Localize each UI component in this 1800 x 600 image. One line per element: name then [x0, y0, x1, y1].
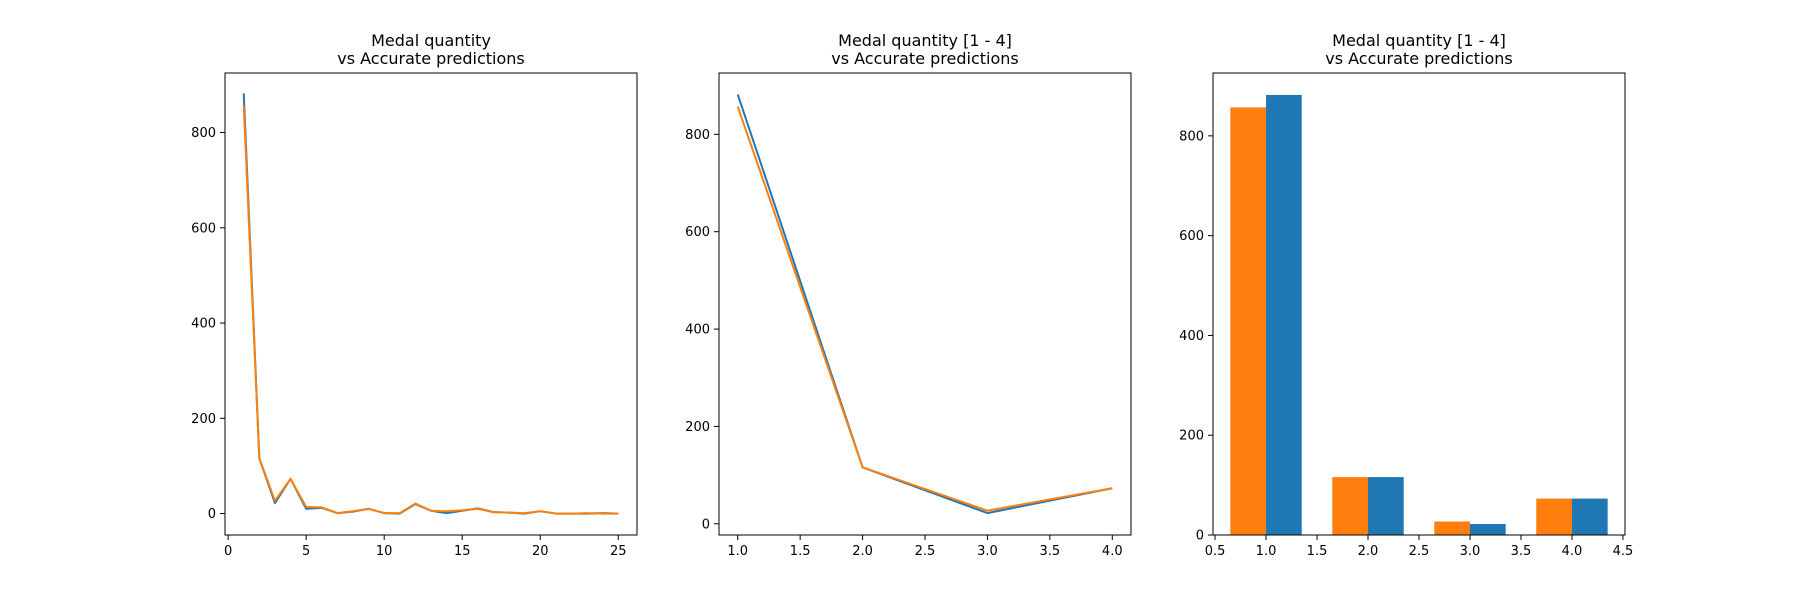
x-tick-label: 3.0	[977, 544, 998, 559]
chart-panel-1: Medal quantity vs Accurate predictions 0 5 1…	[191, 31, 638, 559]
x-tick-label: 3.0	[1460, 544, 1481, 559]
x-tick-label: 0	[224, 544, 232, 559]
chart-title-line: Medal quantity	[371, 31, 491, 50]
chart-title: Medal quantity vs Accurate predictions	[337, 31, 524, 68]
x-tick-label: 0.5	[1205, 544, 1226, 559]
bar-series1-cat1	[1230, 107, 1267, 535]
axes-frame	[224, 72, 638, 536]
chart-panel-2: Medal quantity [1 - 4] vs Accurate predic…	[685, 31, 1132, 559]
bar-series1-cat4	[1536, 498, 1572, 535]
y-tick-label: 800	[1179, 129, 1204, 144]
series-line-2	[242, 105, 619, 515]
y-tick-label: 400	[191, 317, 216, 332]
chart-title-line: vs Accurate predictions	[1325, 49, 1512, 68]
x-tick-label: 20	[532, 544, 549, 559]
x-tick-label: 4.0	[1102, 544, 1123, 559]
y-tick-label: 400	[685, 323, 710, 338]
chart-title-line: vs Accurate predictions	[831, 49, 1018, 68]
y-tick-label: 0	[1196, 529, 1204, 544]
series-line-2	[736, 106, 1113, 512]
chart-title: Medal quantity [1 - 4] vs Accurate predic…	[1325, 31, 1512, 68]
y-tick-label: 600	[685, 225, 710, 240]
x-tick-label: 1.0	[727, 544, 748, 559]
y-tick-label: 600	[191, 221, 216, 236]
x-tick-label: 25	[610, 544, 627, 559]
y-tick-label: 0	[702, 517, 710, 532]
chart-panel-3: Medal quantity [1 - 4] vs Accurate predic…	[1179, 31, 1633, 559]
plot-area	[242, 93, 619, 515]
bar-series2-cat4	[1571, 498, 1608, 535]
bar-series2-cat1	[1266, 94, 1302, 535]
x-tick-label: 3.5	[1511, 544, 1532, 559]
y-tick-label: 400	[1179, 329, 1204, 344]
chart-title-line: vs Accurate predictions	[337, 49, 524, 68]
x-tick-label: 5	[302, 544, 310, 559]
x-tick-label: 1.0	[1256, 544, 1277, 559]
x-tick-label: 4.5	[1613, 544, 1634, 559]
bar-series1-cat2	[1332, 477, 1369, 535]
bar-series1-cat3	[1434, 521, 1470, 535]
plot-area	[736, 94, 1113, 515]
x-tick-label: 2.5	[1409, 544, 1430, 559]
chart-title-line: Medal quantity [1 - 4]	[838, 31, 1012, 50]
x-tick-label: 2.0	[852, 544, 873, 559]
x-tick-label: 3.5	[1040, 544, 1061, 559]
bar-series2-cat3	[1469, 524, 1506, 535]
x-tick-label: 1.5	[790, 544, 811, 559]
y-tick-label: 800	[685, 128, 710, 143]
plot-area	[1230, 94, 1608, 535]
x-tick-label: 15	[454, 544, 471, 559]
x-tick-label: 1.5	[1307, 544, 1328, 559]
y-tick-label: 200	[685, 420, 710, 435]
y-tick-label: 800	[191, 126, 216, 141]
y-tick-label: 200	[191, 412, 216, 427]
chart-title-line: Medal quantity [1 - 4]	[1332, 31, 1506, 50]
x-tick-label: 2.0	[1358, 544, 1379, 559]
bar-series2-cat2	[1368, 477, 1404, 535]
y-tick-label: 0	[208, 507, 216, 522]
y-tick-label: 600	[1179, 229, 1204, 244]
x-tick-label: 2.5	[915, 544, 936, 559]
chart-title: Medal quantity [1 - 4] vs Accurate predic…	[831, 31, 1018, 68]
series-line-1	[736, 94, 1113, 515]
y-tick-label: 200	[1179, 429, 1204, 444]
x-tick-label: 10	[376, 544, 393, 559]
x-tick-label: 4.0	[1562, 544, 1583, 559]
